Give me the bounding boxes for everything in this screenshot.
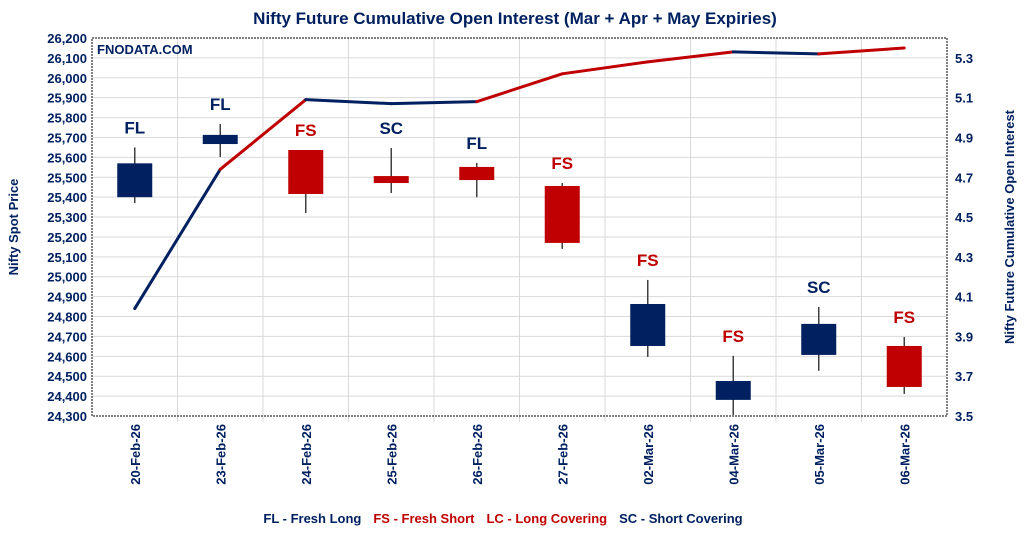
x-tick-label: 20-Feb-26	[128, 424, 143, 485]
candle-body	[544, 186, 580, 243]
y2-axis-label: Nifty Future Cumulative Open Interest	[1002, 109, 1017, 344]
y2-axis-ticks: 3.5 3.7 3.9 4.1 4.3 4.5 4.7 4.9 5.1 5.3	[955, 51, 973, 424]
candle-label: FS	[551, 154, 573, 173]
y-tick-label: 25,700	[47, 130, 87, 145]
candle-label: FL	[466, 134, 487, 153]
y2-tick-label: 4.5	[955, 210, 973, 225]
y-tick-label: 25,800	[47, 111, 87, 126]
y2-tick-label: 3.5	[955, 409, 973, 424]
x-tick-label: 06-Mar-26	[897, 424, 912, 485]
y2-tick-label: 3.7	[955, 369, 973, 384]
legend-text: FL - Fresh Long FS - Fresh Short LC - Long…	[263, 511, 742, 526]
y-tick-label: 24,500	[47, 369, 87, 384]
y2-tick-label: 4.1	[955, 290, 973, 305]
oi-line-segment	[389, 100, 479, 106]
open-interest-line	[133, 46, 906, 311]
candle-label: FL	[210, 95, 231, 114]
oi-line-segment	[218, 98, 308, 171]
candle-label: FS	[722, 327, 744, 346]
y-tick-label: 25,400	[47, 190, 87, 205]
candle-label: FL	[124, 118, 145, 137]
candle-body	[117, 163, 153, 198]
oi-line-segment	[817, 46, 906, 56]
y-tick-label: 25,200	[47, 230, 87, 245]
oi-line-segment	[133, 167, 222, 311]
candle-body	[801, 323, 837, 355]
y-tick-label: 24,900	[47, 290, 87, 305]
candle-body	[459, 166, 495, 181]
y-tick-label: 25,000	[47, 270, 87, 285]
legend-item: FS - Fresh Short	[373, 511, 475, 526]
candle-body	[886, 345, 922, 387]
plot-area-border	[91, 37, 948, 417]
y-tick-label: 24,400	[47, 389, 87, 404]
y2-tick-label: 5.3	[955, 51, 973, 66]
x-tick-label: 27-Feb-26	[555, 424, 570, 485]
candle-label: SC	[379, 119, 403, 138]
candles: FL FL FS SC FL FS FS FS SC FS	[117, 95, 922, 416]
y2-tick-label: 5.1	[955, 91, 973, 106]
y-tick-label: 24,700	[47, 329, 87, 344]
y-tick-label: 25,500	[47, 170, 87, 185]
y-axis-label: Nifty Spot Price	[6, 179, 21, 276]
x-tick-label: 02-Mar-26	[641, 424, 656, 485]
x-tick-label: 04-Mar-26	[726, 424, 741, 485]
x-tick-label: 25-Feb-26	[384, 424, 399, 485]
grid	[92, 38, 947, 422]
candle-body	[373, 176, 409, 184]
y-tick-label: 25,900	[47, 91, 87, 106]
x-tick-label: 26-Feb-26	[470, 424, 485, 485]
y-tick-label: 25,600	[47, 150, 87, 165]
candle-label: FS	[295, 121, 317, 140]
y-tick-label: 24,800	[47, 310, 87, 325]
x-tick-label: 05-Mar-26	[812, 424, 827, 485]
oi-line-segment	[304, 98, 393, 106]
y-tick-label: 24,600	[47, 349, 87, 364]
y-tick-label: 24,300	[47, 409, 87, 424]
oi-line-segment	[646, 50, 735, 64]
chart-title: Nifty Future Cumulative Open Interest (M…	[253, 9, 777, 28]
x-tick-label: 23-Feb-26	[213, 424, 228, 485]
x-axis-ticks: 20-Feb-26 23-Feb-26 24-Feb-26 25-Feb-26 26-F…	[128, 424, 913, 485]
legend: FL - Fresh Long FS - Fresh Short LC - Long…	[263, 511, 742, 526]
oi-line-segment	[731, 50, 821, 56]
y2-tick-label: 4.9	[955, 130, 973, 145]
y-tick-label: 25,300	[47, 210, 87, 225]
y2-tick-label: 4.7	[955, 170, 973, 185]
oi-line-segment	[560, 60, 650, 76]
y-tick-label: 26,100	[47, 51, 87, 66]
x-tick-label: 24-Feb-26	[299, 424, 314, 485]
legend-item: LC - Long Covering	[486, 511, 607, 526]
y-axis-ticks: 24,300 24,400 24,500 24,600 24,700 24,800 24,9…	[47, 31, 87, 424]
y-tick-label: 26,200	[47, 31, 87, 46]
y-tick-label: 25,100	[47, 250, 87, 265]
candle-body	[715, 380, 751, 400]
y2-tick-label: 3.9	[955, 329, 973, 344]
candle-body	[288, 150, 324, 194]
legend-item: SC - Short Covering	[619, 511, 743, 526]
watermark: FNODATA.COM	[97, 42, 193, 57]
candle-body	[630, 303, 666, 346]
candle-label: FS	[893, 308, 915, 327]
oi-line-segment	[475, 72, 564, 104]
y-tick-label: 26,000	[47, 71, 87, 86]
candle-label: FS	[637, 251, 659, 270]
candle-label: SC	[807, 278, 831, 297]
y2-tick-label: 4.3	[955, 250, 973, 265]
legend-item: FL - Fresh Long	[263, 511, 361, 526]
candle-body	[202, 134, 238, 145]
